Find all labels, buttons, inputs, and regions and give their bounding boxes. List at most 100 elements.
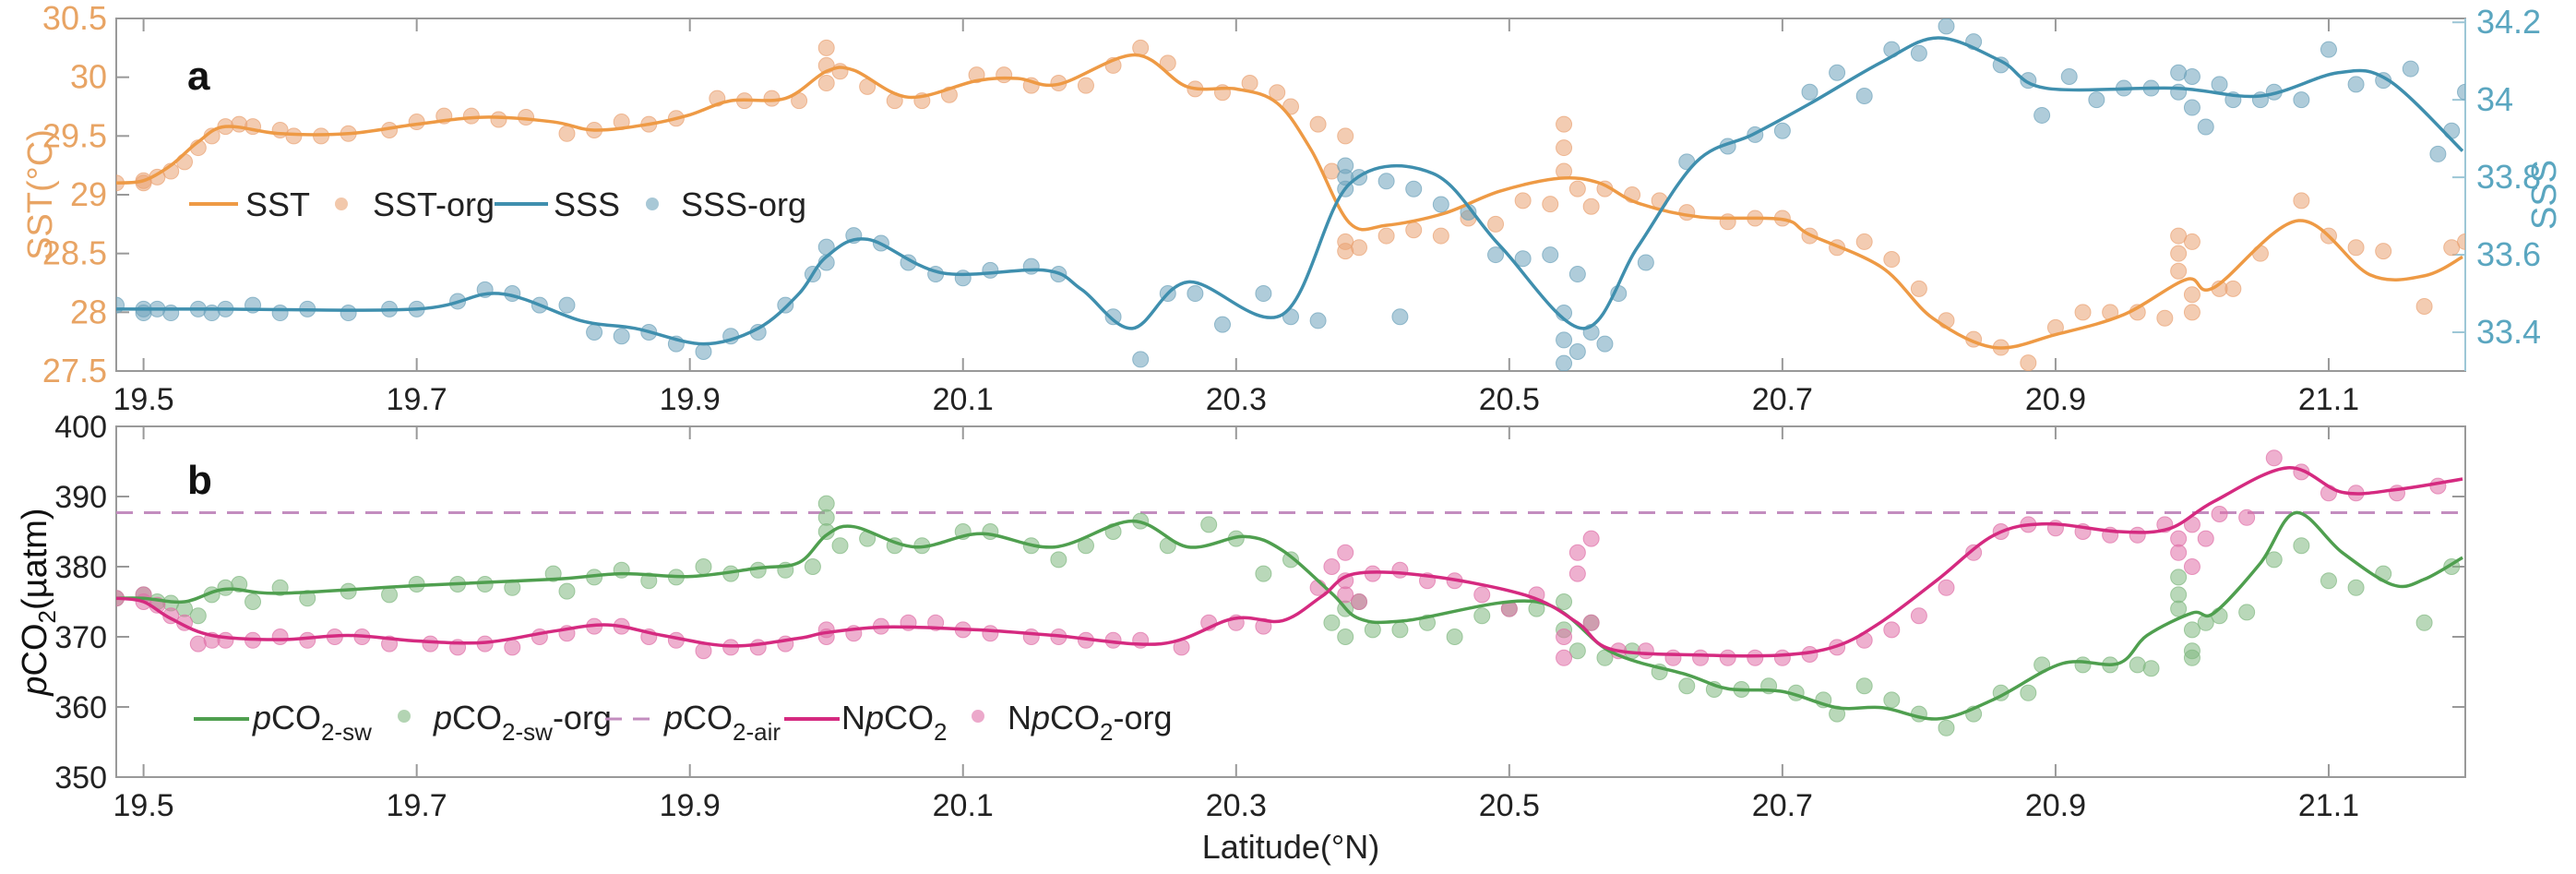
sss-org-point [1514, 250, 1532, 268]
x-tick-label: 20.7 [1752, 382, 1813, 417]
pco2-sw-org-point [804, 558, 821, 575]
y-tick-label: 27.5 [42, 352, 107, 389]
npco2-org-point [189, 635, 207, 653]
legend-pco2-air-label: pCO2-air [663, 699, 781, 746]
pco2-sw-org-point [2170, 586, 2188, 604]
npco2-org-point [1022, 629, 1040, 645]
pco2-sw-org-point [640, 572, 658, 590]
npco2-org-point [1582, 530, 1600, 547]
sst-org-point [996, 66, 1013, 84]
x-tick-label: 20.1 [933, 382, 994, 417]
npco2-org-point [1719, 649, 1736, 666]
pco2-sw-org-point [1446, 629, 1463, 645]
sst-org-point [558, 125, 576, 142]
sst-line [116, 53, 2463, 350]
sss-org-point [116, 296, 125, 314]
sss-org-point [2170, 64, 2188, 81]
pco2-sw-org-point [2183, 642, 2200, 660]
sss-org-point [2183, 67, 2200, 85]
sss-org-point [2033, 106, 2051, 124]
sst-org-point [1719, 213, 1736, 231]
panel-b-y-axis-title: pCO2(µatm) [16, 508, 61, 696]
x-tick-label: 19.9 [660, 788, 721, 823]
npco2-org-point [1323, 558, 1341, 575]
sst-org-point [2347, 239, 2365, 257]
sss-org-point [2088, 91, 2105, 109]
sss-org-point [1187, 285, 1204, 303]
legend-pco2-sw-org-label: pCO2-sw-org [433, 699, 612, 746]
y-right-tick-label: 33.4 [2476, 313, 2541, 351]
sst-org-point [2170, 245, 2188, 262]
y-right-tick-label: 33.6 [2476, 235, 2541, 273]
panel-a-ticks: 19.5 19.7 19.9 20.1 20.3 20.5 20.7 20.9 21.1 27.5… [42, 0, 2541, 417]
sss-org-point [2060, 67, 2078, 85]
panel-b-ticks: 19.5 19.7 19.9 20.1 20.3 20.5 20.7 20.9 21.1 350 3… [54, 410, 2465, 823]
sss-org-point [1377, 173, 1395, 190]
sst-org-point [2156, 309, 2174, 327]
pco2-sw-org-point [817, 495, 835, 512]
sst-org-point [817, 75, 835, 92]
pco2-sw-org-point [1556, 593, 1573, 610]
sss-org-point [1568, 343, 1586, 361]
legend-pco2-sw-org-marker [398, 710, 411, 723]
pco2-sw-org-point [2347, 579, 2365, 596]
legend-pco2-sw-label: pCO2-sw [252, 699, 372, 746]
npco2-org-point [2265, 449, 2283, 467]
sss-org-point [1405, 180, 1423, 198]
pco2-sw-org-point [381, 586, 399, 604]
sst-org-point [2375, 243, 2392, 260]
sss-org-point [2211, 76, 2228, 93]
sst-org-point [1337, 127, 1354, 145]
sss-org-point [558, 296, 576, 314]
sst-org-point [1556, 115, 1573, 133]
npco2-org-point [1773, 649, 1791, 666]
sss-line [116, 36, 2464, 346]
pco2-sw-org-point [1282, 551, 1299, 569]
y-tick-label: 28.5 [42, 234, 107, 272]
x-tick-label: 20.1 [933, 788, 994, 823]
y-right-tick-label: 34.2 [2476, 3, 2541, 41]
sst-org-point [1269, 84, 1286, 102]
npco2-line [116, 466, 2463, 658]
sss-org-point [135, 305, 152, 322]
panel-a: 19.5 19.7 19.9 20.1 20.3 20.5 20.7 20.9 21.1 27.5… [21, 0, 2564, 417]
x-tick-label: 20.9 [2025, 788, 2086, 823]
legend-npco2-label: NpCO2 [841, 699, 948, 746]
pco2-sw-org-point [1337, 629, 1354, 645]
panel-b-marks [116, 449, 2465, 736]
y-right-tick-label: 33.8 [2476, 158, 2541, 196]
legend-sst-org-label: SST-org [373, 186, 495, 223]
legend-npco2-org-marker [972, 710, 984, 723]
sss-org-point [982, 261, 999, 279]
npco2-org-point [2129, 526, 2146, 544]
x-tick-label: 19.7 [387, 788, 447, 823]
legend-sss-label: SSS [554, 186, 620, 223]
sss-org-point [1596, 335, 1614, 353]
y-tick-label: 29.5 [42, 116, 107, 154]
x-axis-title: Latitude(°N) [1202, 828, 1379, 866]
sst-org-point [1377, 227, 1395, 245]
pco2-sw-org-point [2238, 604, 2256, 621]
sst-org-point [1487, 215, 1505, 233]
npco2-org-point [1938, 579, 1955, 596]
pco2-sw-org-point [1255, 565, 1272, 582]
npco2-org-point [1692, 649, 1710, 666]
sss-org-point [1337, 157, 1354, 174]
pco2-sw-org-point [2142, 660, 2160, 677]
npco2-org-point [1664, 649, 1682, 666]
pco2-sw-org-point [831, 537, 849, 555]
x-tick-label: 20.7 [1752, 788, 1813, 823]
sst-org-point [2183, 233, 2200, 250]
npco2-org-point [2238, 509, 2256, 526]
x-tick-label: 20.3 [1206, 788, 1267, 823]
npco2-org-point [1965, 544, 1983, 561]
pco2-sw-org-point [1473, 607, 1491, 625]
sst-org-point [2020, 354, 2037, 371]
sst-org-point [1159, 54, 1176, 72]
sst-org-point [1351, 239, 1368, 257]
pco2-sw-org-point [1323, 614, 1341, 631]
y-tick-label: 30 [70, 58, 107, 96]
sss-org-point [586, 324, 603, 341]
sss-org-point [1487, 246, 1505, 264]
